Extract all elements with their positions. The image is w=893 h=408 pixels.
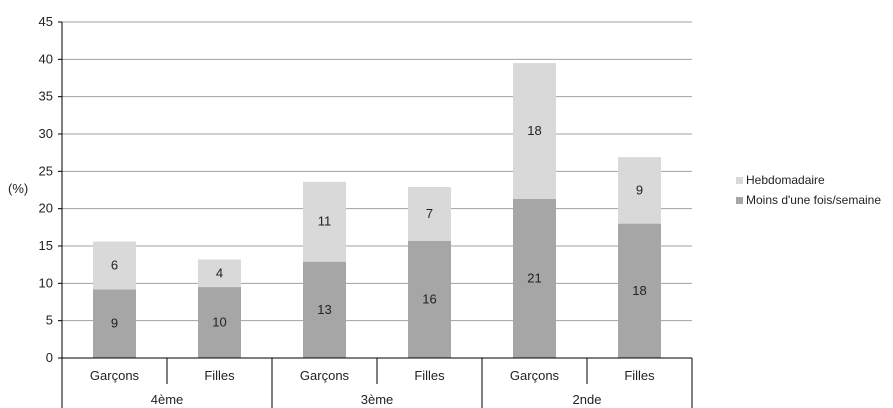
bar-value-label: 11 (318, 214, 332, 229)
x-group-label: 4ème (151, 392, 184, 407)
bar-segment-hebdomadaire (618, 157, 661, 224)
bar-segment-moins-une-fois (93, 289, 136, 358)
bar-segment-hebdomadaire (198, 259, 241, 288)
y-tick-label: 15 (39, 238, 53, 253)
bar-value-label: 9 (111, 316, 118, 331)
x-group-label: 2nde (573, 392, 602, 407)
y-tick-label: 5 (46, 313, 53, 328)
bar-segment-hebdomadaire (303, 181, 346, 262)
legend-label-hebdomadaire: Hebdomadaire (746, 173, 825, 187)
bar-value-label: 18 (632, 283, 646, 298)
bar-value-label: 9 (636, 182, 643, 197)
bar-value-label: 16 (422, 291, 436, 306)
x-category-label: Filles (414, 368, 445, 383)
x-category-label: Filles (204, 368, 235, 383)
y-tick-label: 30 (39, 126, 53, 141)
bar-value-label: 13 (317, 302, 331, 317)
bars: 9 6 10 4 13 11 16 7 21 18 18 9 (93, 63, 661, 358)
y-axis-unit-label: (%) (8, 181, 28, 196)
bar-segment-hebdomadaire (513, 63, 556, 199)
bar-segment-moins-une-fois (618, 223, 661, 358)
y-tick-label: 25 (39, 163, 53, 178)
y-axis: 0 5 10 15 20 25 30 35 40 45 (39, 14, 63, 365)
x-axis: Garçons Filles Garçons Filles Garçons Filles 4… (61, 357, 693, 408)
y-tick-label: 45 (39, 14, 53, 29)
bar-value-label: 6 (111, 257, 118, 272)
legend: Hebdomadaire Moins d'une fois/semaine (736, 170, 881, 210)
y-tick-label: 10 (39, 275, 53, 290)
bar-value-label: 18 (527, 123, 541, 138)
x-group-label: 3ème (361, 392, 394, 407)
bar-value-label: 7 (426, 206, 433, 221)
bar-value-label: 10 (212, 315, 226, 330)
bar-segment-hebdomadaire (408, 187, 451, 241)
legend-item-moins-une-fois: Moins d'une fois/semaine (736, 190, 881, 210)
bar-segment-hebdomadaire (93, 241, 136, 290)
bar-segment-moins-une-fois (198, 287, 241, 358)
x-category-label: Garçons (510, 368, 560, 383)
legend-swatch-moins-une-fois (736, 196, 743, 204)
legend-item-hebdomadaire: Hebdomadaire (736, 170, 881, 190)
legend-label-moins-une-fois: Moins d'une fois/semaine (746, 193, 882, 207)
y-tick-label: 40 (39, 51, 53, 66)
x-category-label: Filles (624, 368, 655, 383)
x-category-label: Garçons (300, 368, 350, 383)
bar-segment-moins-une-fois (513, 198, 556, 358)
x-category-label: Garçons (90, 368, 140, 383)
y-tick-label: 0 (46, 350, 53, 365)
bar-value-label: 4 (216, 265, 223, 280)
y-tick-label: 20 (39, 201, 53, 216)
gridlines (62, 21, 692, 322)
y-tick-label: 35 (39, 89, 53, 104)
bar-segment-moins-une-fois (303, 261, 346, 358)
bar-value-label: 21 (527, 270, 541, 285)
bar-segment-moins-une-fois (408, 240, 451, 358)
legend-swatch-hebdomadaire (736, 176, 743, 184)
